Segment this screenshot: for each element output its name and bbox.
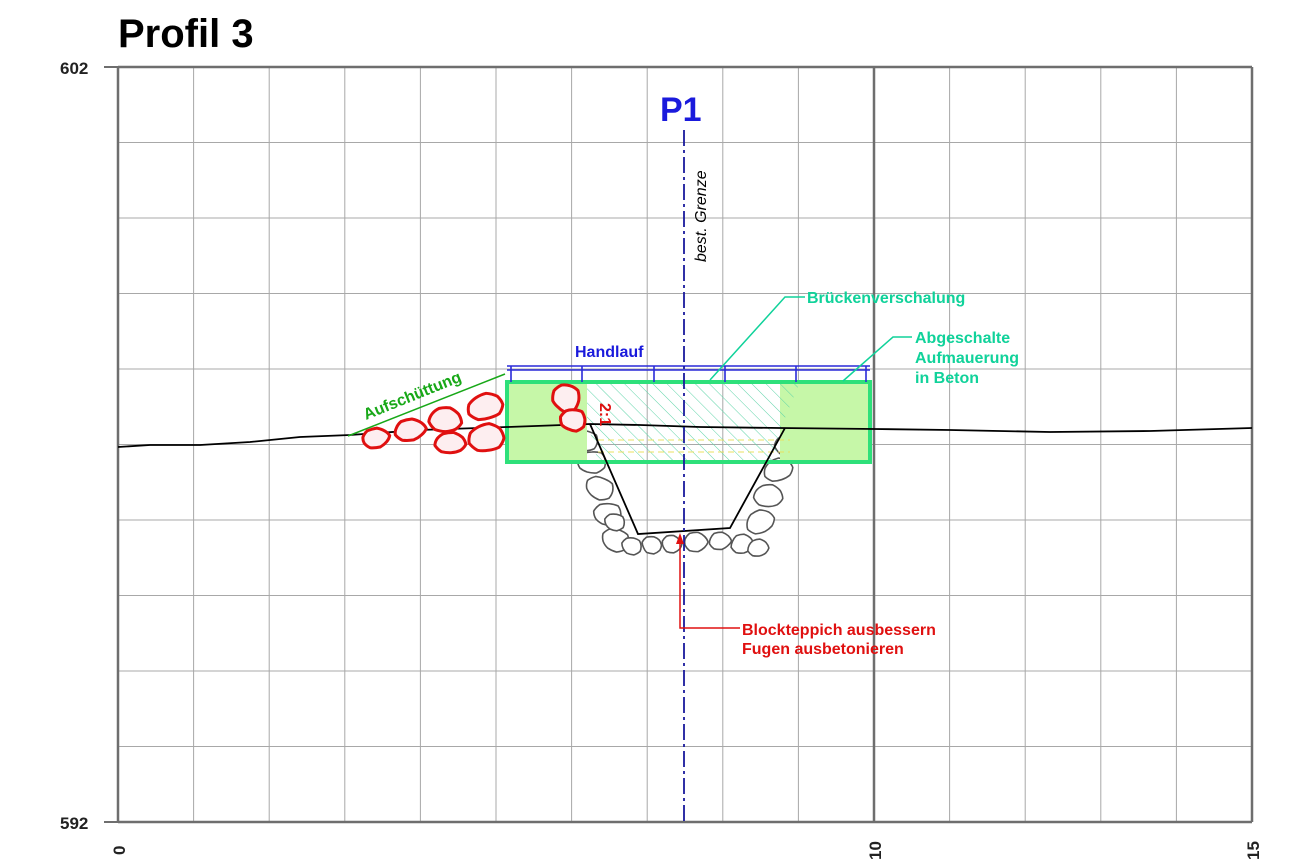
p1-label: P1 bbox=[660, 91, 702, 129]
x-label-0: 0 bbox=[110, 846, 129, 855]
bridge-deck-hatch bbox=[587, 382, 800, 462]
apron-stone bbox=[621, 537, 642, 556]
handrail bbox=[507, 365, 870, 382]
brueckenverschalung-leader bbox=[709, 296, 805, 381]
apron-stone bbox=[585, 475, 614, 501]
apron-stone bbox=[746, 509, 776, 535]
brueckenverschalung-label: Brückenverschalung bbox=[807, 290, 965, 307]
apron-stone bbox=[752, 483, 784, 508]
y-label-592: 592 bbox=[60, 814, 88, 833]
fill-slope-line bbox=[347, 373, 506, 437]
red-stone bbox=[393, 417, 428, 442]
blockteppich-leader bbox=[679, 536, 740, 629]
red-stone bbox=[433, 430, 468, 455]
apron-stone bbox=[708, 531, 733, 551]
red-stone bbox=[361, 426, 392, 450]
grid-minor-horizontal-lines bbox=[118, 142, 1252, 747]
red-stone bbox=[558, 408, 587, 433]
handlauf-label: Handlauf bbox=[575, 344, 644, 361]
y-label-602: 602 bbox=[60, 59, 88, 78]
apron-stone bbox=[683, 531, 709, 553]
slope-label: 2:1 bbox=[596, 403, 613, 426]
x-label-15: 15 bbox=[1244, 841, 1263, 860]
abgeschalte-label-3: in Beton bbox=[915, 370, 979, 387]
x-label-10: 10 bbox=[866, 841, 885, 860]
blockteppich-label-2: Fugen ausbetonieren bbox=[742, 641, 904, 658]
blockteppich-label-1: Blockteppich ausbessern bbox=[742, 622, 936, 639]
apron-stone bbox=[661, 534, 683, 554]
abgeschalte-label-2: Aufmauerung bbox=[915, 350, 1019, 367]
grenze-label: best. Grenze bbox=[693, 170, 710, 262]
abgeschalte-label-1: Abgeschalte bbox=[915, 330, 1010, 347]
red-stone bbox=[467, 422, 506, 453]
abutment-right bbox=[780, 382, 870, 462]
grid bbox=[104, 65, 1254, 824]
red-stone bbox=[466, 391, 505, 422]
blockteppich-arrow bbox=[676, 533, 684, 544]
abgeschalte-leader bbox=[842, 336, 912, 382]
red-riprap-stones bbox=[361, 383, 587, 455]
red-stone bbox=[427, 406, 464, 434]
apron-stone bbox=[603, 513, 626, 532]
profile-title: Profil 3 bbox=[118, 12, 254, 56]
apron-stone bbox=[641, 535, 663, 555]
apron-stone bbox=[747, 538, 770, 557]
